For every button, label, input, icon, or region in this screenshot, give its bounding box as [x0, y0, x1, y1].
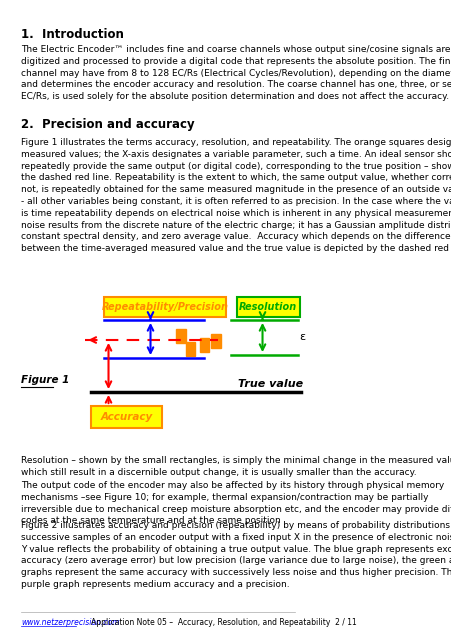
Text: Figure 1 illustrates the terms accuracy, resolution, and repeatability. The oran: Figure 1 illustrates the terms accuracy,… [21, 138, 451, 253]
Bar [91, 406, 162, 428]
Text: Accuracy: Accuracy [101, 412, 152, 422]
Text: Repeatability/Precision: Repeatability/Precision [101, 302, 228, 312]
Text: Figure 1: Figure 1 [21, 375, 69, 385]
Bar [185, 342, 195, 356]
Text: ε: ε [299, 332, 305, 342]
Text: 2.  Precision and accuracy: 2. Precision and accuracy [21, 118, 194, 131]
Text: 1.  Introduction: 1. Introduction [21, 28, 124, 41]
Text: Figure 2 illustrates accuracy and precision (repeatability) by means of probabil: Figure 2 illustrates accuracy and precis… [21, 521, 451, 589]
Text: True value: True value [238, 379, 303, 389]
Text: The Electric Encoder™ includes fine and coarse channels whose output sine/cosine: The Electric Encoder™ includes fine and … [21, 45, 451, 101]
Bar [103, 297, 226, 317]
Bar [236, 297, 299, 317]
Text: Resolution – shown by the small rectangles, is simply the minimal change in the : Resolution – shown by the small rectangl… [21, 456, 451, 477]
Text: Resolution: Resolution [239, 302, 297, 312]
Bar [199, 338, 209, 352]
Text: The output code of the encoder may also be affected by its history through physi: The output code of the encoder may also … [21, 481, 451, 525]
Bar [175, 329, 185, 343]
Bar [210, 334, 220, 348]
Text: www.netzerprecision.com: www.netzerprecision.com [21, 618, 119, 627]
Text: Application Note 05 –  Accuracy, Resolution, and Repeatability  2 / 11: Application Note 05 – Accuracy, Resoluti… [91, 618, 356, 627]
